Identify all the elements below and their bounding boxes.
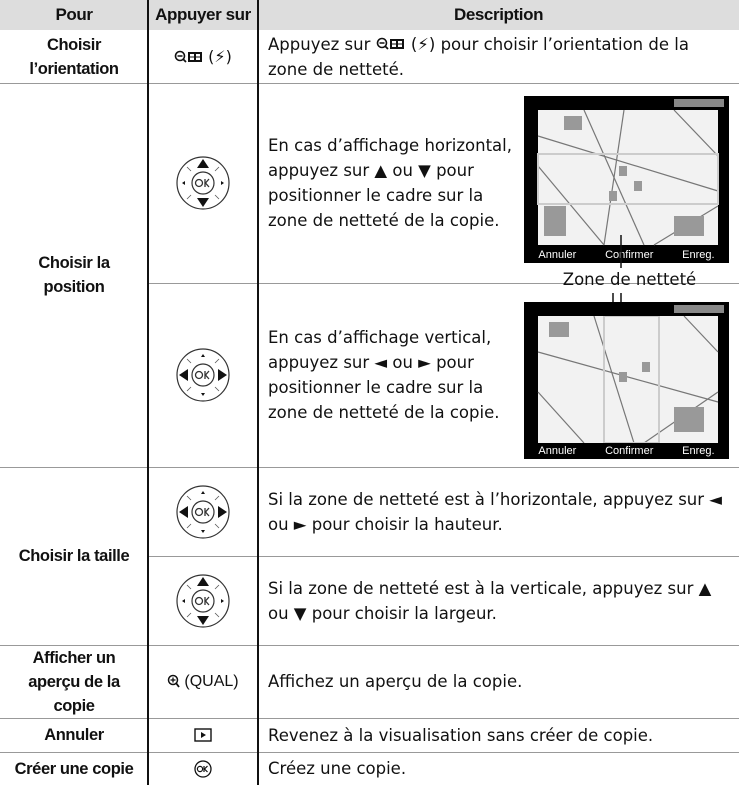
key <box>148 752 258 785</box>
key: (QUAL) <box>148 645 258 718</box>
description: Appuyez sur (⚡) pour choisir l’orientati… <box>258 30 739 83</box>
screen-label: Confirmer <box>605 249 654 261</box>
screen-image <box>524 302 729 443</box>
screen-image <box>524 96 729 246</box>
key <box>148 467 258 556</box>
column-line <box>147 0 149 785</box>
key <box>148 283 258 467</box>
multi-selector-icon <box>176 156 230 210</box>
row-line <box>148 556 739 557</box>
screen-bar: Annuler Confirmer Enreg. <box>524 247 729 263</box>
description: Affichez un aperçu de la copie. <box>268 672 523 691</box>
key <box>148 718 258 752</box>
description: Si la zone de netteté est à l’horizontal… <box>268 489 722 534</box>
screen-label: Annuler <box>538 249 577 261</box>
key-text: (⚡) <box>208 47 232 66</box>
description: En cas d’affichage horizontal, appuyez s… <box>268 136 512 230</box>
header-bg <box>0 0 739 30</box>
description: Revenez à la visualisation sans créer de… <box>268 725 654 745</box>
key <box>148 556 258 645</box>
key: (⚡) <box>148 30 258 83</box>
screen-label: Enreg. <box>682 445 715 457</box>
row-line <box>0 83 739 84</box>
screen: Annuler Confirmer Enreg. <box>524 96 729 263</box>
action: Créer une copie <box>14 759 134 778</box>
description: Créez une copie. <box>268 759 407 778</box>
action: Choisir la taille <box>18 547 130 565</box>
action: Annuler <box>44 726 104 744</box>
key-text: (QUAL) <box>184 672 239 690</box>
column-line <box>257 0 259 785</box>
text: (⚡) pour choisir l’orientation de la zon… <box>268 34 689 79</box>
description: Si la zone de netteté est à la verticale… <box>268 578 712 623</box>
zoom-out-icon <box>376 37 404 50</box>
description-text: Appuyez sur (⚡) pour choisir l’orientati… <box>268 32 731 82</box>
multi-selector-icon <box>176 348 230 402</box>
description: En cas d’affichage vertical, appuyez sur… <box>268 328 500 422</box>
caption: Zone de netteté <box>562 269 697 289</box>
multi-selector-icon <box>176 484 230 539</box>
screen-label: Confirmer <box>605 445 654 457</box>
key <box>148 83 258 283</box>
header-cell: Pour <box>55 5 93 24</box>
row-line <box>0 645 739 646</box>
ok-icon <box>194 759 212 778</box>
header-cell: Description <box>453 5 544 24</box>
row-line <box>0 467 739 468</box>
row-line <box>0 752 739 753</box>
header-cell: Appuyer sur <box>155 5 251 24</box>
screen-label: Enreg. <box>682 249 715 261</box>
row-line <box>0 718 739 719</box>
action: Afficher un aperçu de la copie <box>28 648 120 715</box>
screen-bar: Annuler Confirmer Enreg. <box>524 443 729 459</box>
action: Choisir l’orientation <box>29 35 119 78</box>
action: Choisir la position <box>38 254 110 296</box>
screen: Annuler Confirmer Enreg. <box>524 302 729 459</box>
text: Appuyez sur <box>268 34 371 54</box>
zoom-in-icon <box>168 674 181 688</box>
row-line <box>148 283 739 284</box>
screen-label: Annuler <box>538 445 577 457</box>
play-icon <box>194 728 212 742</box>
multi-selector-icon <box>176 573 230 628</box>
zoom-out-icon <box>174 50 203 63</box>
